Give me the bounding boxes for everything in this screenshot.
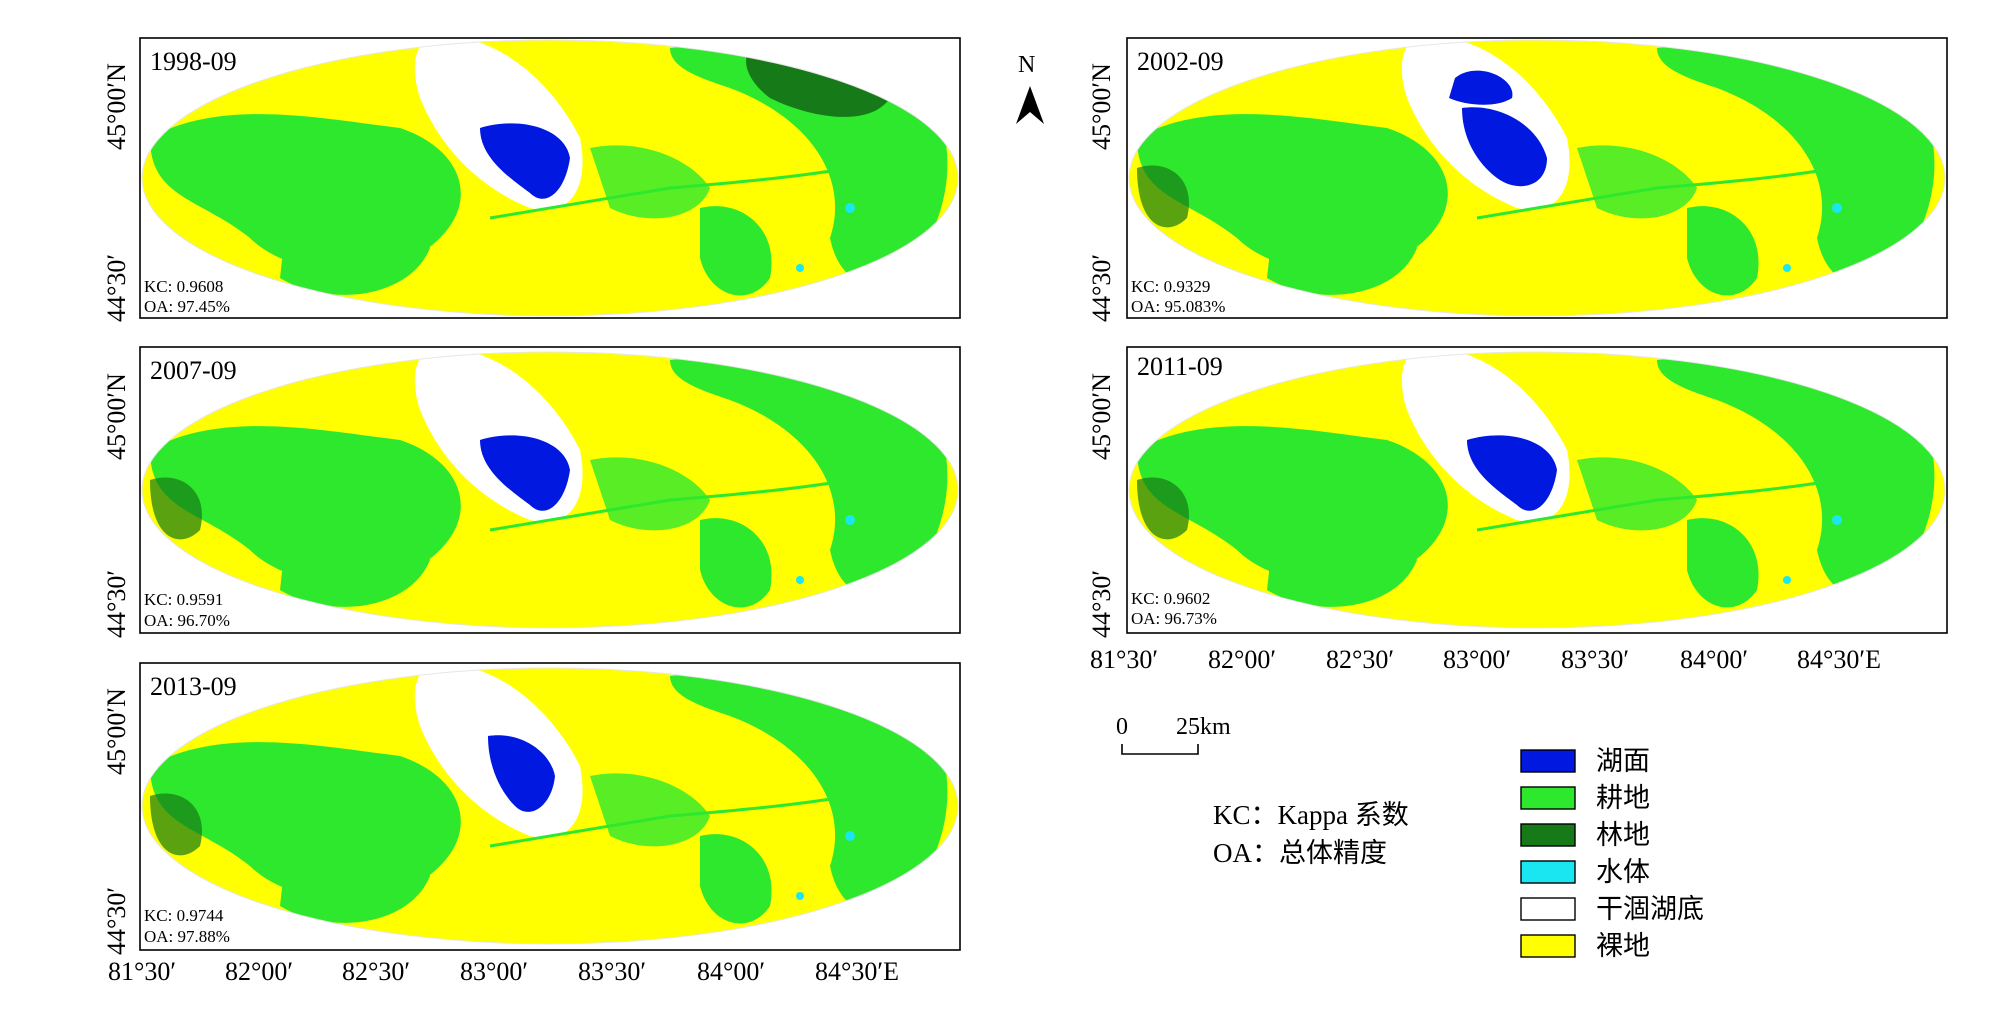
- lon-label: 81°30′: [108, 957, 176, 986]
- lon-label: 82°00′: [225, 957, 293, 986]
- panel-oa: OA: 96.70%: [144, 611, 230, 630]
- longitude-labels-right: 81°30′ 82°00′ 82°30′ 83°00′ 83°30′ 84°00…: [1090, 645, 1881, 674]
- legend-item: 裸地: [1520, 931, 1650, 961]
- lat-label-44-30: 44°30′: [102, 887, 131, 955]
- lat-label-45n: 45°00′N: [1087, 63, 1116, 150]
- legend-label: 林地: [1596, 820, 1650, 850]
- lat-label-45n: 45°00′N: [102, 63, 131, 150]
- legend-swatch: [1520, 897, 1576, 921]
- lon-label: 82°30′: [342, 957, 410, 986]
- legend-label: 裸地: [1596, 931, 1650, 961]
- latitude-labels: 45°00′N 44°30′ 45°00′N 44°30′ 45°00′N 44…: [102, 63, 1116, 955]
- panel-oa: OA: 97.45%: [144, 297, 230, 316]
- scale-bar: 0 25km: [1116, 714, 1231, 755]
- north-arrow-icon: [1016, 86, 1044, 124]
- legend-label: 水体: [1596, 857, 1650, 887]
- lon-label: 83°00′: [1443, 645, 1511, 674]
- legend-label: 干涸湖底: [1596, 894, 1704, 924]
- legend-swatch: [1520, 823, 1576, 847]
- scale-distance: 25km: [1176, 714, 1231, 740]
- north-label: N: [1018, 52, 1035, 78]
- map-panel-2002: 2002-09 KC: 0.9329 OA: 95.083%: [1126, 37, 1948, 319]
- legend-swatch: [1520, 860, 1576, 884]
- map-panel-2007: 2007-09 KC: 0.9591 OA: 96.70%: [139, 346, 961, 634]
- legend-item: 水体: [1520, 857, 1650, 887]
- panel-date: 1998-09: [150, 47, 237, 76]
- abbreviation-notes: KC：Kappa 系数 OA：总体精度: [1213, 800, 1409, 868]
- lat-label-45n: 45°00′N: [102, 373, 131, 460]
- legend-item: 耕地: [1520, 783, 1650, 813]
- panel-date: 2007-09: [150, 356, 237, 385]
- lon-label: 82°00′: [1208, 645, 1276, 674]
- map-panel-2011: 2011-09 KC: 0.9602 OA: 96.73%: [1126, 346, 1948, 634]
- lon-label: 83°30′: [1561, 645, 1629, 674]
- scale-zero: 0: [1116, 714, 1128, 740]
- lon-label: 84°30′E: [1797, 645, 1881, 674]
- panel-oa: OA: 96.73%: [1131, 609, 1217, 628]
- lon-label: 84°00′: [1680, 645, 1748, 674]
- north-arrow: N: [1016, 52, 1044, 124]
- panel-date: 2013-09: [150, 672, 237, 701]
- lon-label: 83°30′: [578, 957, 646, 986]
- lon-label: 83°00′: [460, 957, 528, 986]
- panel-date: 2011-09: [1137, 352, 1223, 381]
- legend-swatch: [1520, 786, 1576, 810]
- lat-label-45n: 45°00′N: [102, 688, 131, 775]
- panel-kc: KC: 0.9329: [1131, 277, 1210, 296]
- kc-note: KC：Kappa 系数: [1213, 800, 1409, 830]
- legend-label: 湖面: [1596, 746, 1650, 776]
- panel-date: 2002-09: [1137, 47, 1224, 76]
- legend-item: 干涸湖底: [1520, 894, 1704, 924]
- lat-label-44-30: 44°30′: [102, 254, 131, 322]
- lat-label-44-30: 44°30′: [1087, 254, 1116, 322]
- legend-item: 林地: [1520, 820, 1650, 850]
- legend-label: 耕地: [1596, 783, 1650, 813]
- longitude-labels-bottom-left: 81°30′ 82°00′ 82°30′ 83°00′ 83°30′ 84°00…: [108, 957, 899, 986]
- panel-kc: KC: 0.9602: [1131, 589, 1210, 608]
- panel-kc: KC: 0.9744: [144, 906, 224, 925]
- lon-label: 84°00′: [697, 957, 765, 986]
- lat-label-44-30: 44°30′: [102, 570, 131, 638]
- panel-kc: KC: 0.9608: [144, 277, 223, 296]
- lat-label-44-30: 44°30′: [1087, 570, 1116, 638]
- map-panel-1998: 1998-09 KC: 0.9608 OA: 97.45%: [139, 37, 961, 319]
- lon-label: 84°30′E: [815, 957, 899, 986]
- panel-oa: OA: 97.88%: [144, 927, 230, 946]
- lon-label: 81°30′: [1090, 645, 1158, 674]
- map-panel-2013: 2013-09 KC: 0.9744 OA: 97.88%: [139, 662, 961, 951]
- legend-item: 湖面: [1520, 746, 1650, 776]
- panel-kc: KC: 0.9591: [144, 590, 223, 609]
- lat-label-45n: 45°00′N: [1087, 373, 1116, 460]
- oa-note: OA：总体精度: [1213, 838, 1387, 868]
- panel-oa: OA: 95.083%: [1131, 297, 1225, 316]
- legend-swatch: [1520, 934, 1576, 958]
- lon-label: 82°30′: [1326, 645, 1394, 674]
- legend-swatch: [1520, 749, 1576, 773]
